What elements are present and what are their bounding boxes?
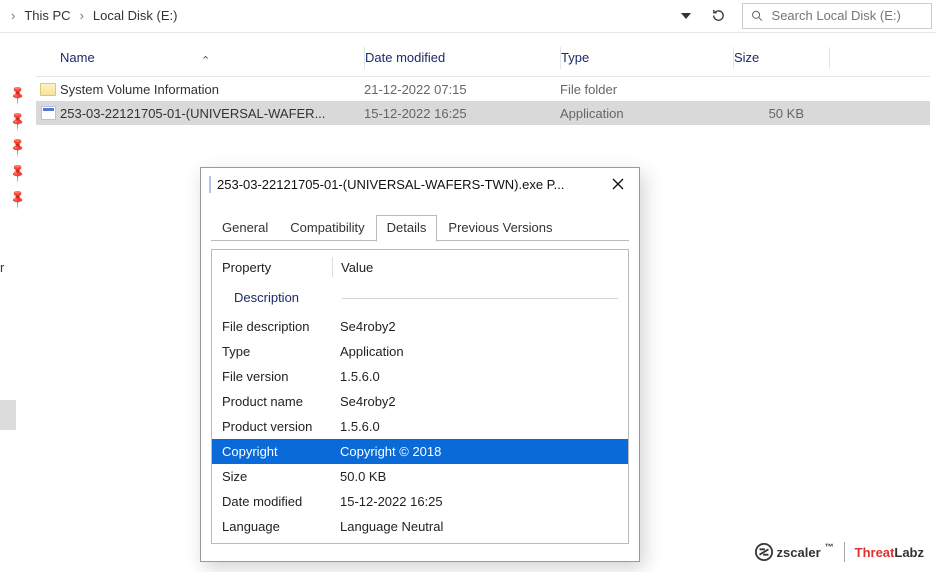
folder-icon: [36, 83, 60, 96]
property-row[interactable]: File descriptionSe4roby2: [212, 314, 628, 339]
chevron-right-icon: ›: [8, 8, 18, 23]
property-value: Language Neutral: [332, 519, 628, 534]
watermark: zscaler™ ThreatLabz: [755, 542, 924, 562]
property-key: Product version: [212, 419, 332, 434]
file-name: 253-03-22121705-01-(UNIVERSAL-WAFER...: [60, 106, 364, 121]
chevron-right-icon: ›: [77, 8, 87, 23]
file-row[interactable]: System Volume Information21-12-2022 07:1…: [36, 77, 930, 101]
tab-previous-versions[interactable]: Previous Versions: [437, 215, 563, 242]
application-icon: [36, 106, 60, 120]
property-value: 15-12-2022 16:25: [332, 494, 628, 509]
chevron-down-icon: [681, 13, 691, 19]
pin-icon[interactable]: 📌: [7, 110, 30, 133]
col-header-type[interactable]: Type: [561, 50, 733, 65]
pin-icon[interactable]: 📌: [7, 162, 30, 185]
property-row[interactable]: Product nameSe4roby2: [212, 389, 628, 414]
property-key: Language: [212, 519, 332, 534]
breadcrumb-local-disk[interactable]: Local Disk (E:): [87, 8, 184, 23]
file-type: File folder: [560, 82, 733, 97]
property-header: Property Value: [212, 250, 628, 284]
property-key: Copyright: [212, 444, 332, 459]
property-row[interactable]: CopyrightCopyright © 2018: [212, 439, 628, 464]
zscaler-logo: zscaler™: [755, 543, 834, 561]
file-date: 15-12-2022 16:25: [364, 106, 560, 121]
cursor-glyph: r: [0, 260, 4, 275]
file-name: System Volume Information: [60, 82, 364, 97]
property-value: 1.5.6.0: [332, 369, 628, 384]
application-icon: [209, 177, 211, 192]
property-value: Copyright © 2018: [332, 444, 628, 459]
col-header-property[interactable]: Property: [212, 260, 332, 275]
property-value: 1.5.6.0: [332, 419, 628, 434]
col-header-name[interactable]: Name ⌃: [36, 50, 364, 65]
breadcrumb-this-pc[interactable]: This PC: [18, 8, 76, 23]
property-row[interactable]: Product version1.5.6.0: [212, 414, 628, 439]
search-icon: [751, 9, 764, 23]
dialog-titlebar[interactable]: 253-03-22121705-01-(UNIVERSAL-WAFERS-TWN…: [201, 168, 639, 200]
file-type: Application: [560, 106, 733, 121]
details-panel: Property Value Description File descript…: [211, 249, 629, 544]
file-size: 50 KB: [733, 106, 828, 121]
tab-compatibility[interactable]: Compatibility: [279, 215, 375, 242]
quick-access-rail: 📌 📌 📌 📌 📌: [0, 33, 36, 173]
property-row[interactable]: File version1.5.6.0: [212, 364, 628, 389]
pin-icon[interactable]: 📌: [7, 84, 30, 107]
property-value: Se4roby2: [332, 319, 628, 334]
property-row[interactable]: TypeApplication: [212, 339, 628, 364]
property-value: Se4roby2: [332, 394, 628, 409]
property-key: File description: [212, 319, 332, 334]
property-key: Date modified: [212, 494, 332, 509]
sort-caret-icon: ⌃: [201, 54, 210, 67]
threatlabz-logo: ThreatLabz: [855, 544, 924, 560]
breadcrumb[interactable]: › This PC › Local Disk (E:): [4, 8, 666, 23]
close-button[interactable]: [597, 169, 639, 199]
file-date: 21-12-2022 07:15: [364, 82, 560, 97]
search-input[interactable]: [770, 7, 931, 24]
refresh-button[interactable]: [704, 4, 732, 28]
tab-details[interactable]: Details: [376, 215, 438, 242]
divider: [0, 400, 16, 430]
property-key: Type: [212, 344, 332, 359]
tabs: GeneralCompatibilityDetailsPrevious Vers…: [211, 214, 629, 241]
history-dropdown-button[interactable]: [672, 4, 700, 28]
divider: [844, 542, 845, 562]
properties-dialog: 253-03-22121705-01-(UNIVERSAL-WAFERS-TWN…: [200, 167, 640, 562]
file-row[interactable]: 253-03-22121705-01-(UNIVERSAL-WAFER...15…: [36, 101, 930, 125]
property-value: 50.0 KB: [332, 469, 628, 484]
divider: [342, 298, 618, 299]
col-header-value[interactable]: Value: [332, 257, 628, 277]
pin-icon[interactable]: 📌: [7, 136, 30, 159]
pin-icon[interactable]: 📌: [7, 188, 30, 211]
property-key: Product name: [212, 394, 332, 409]
close-icon: [612, 178, 624, 190]
file-list: Name ⌃ Date modified Type Size System Vo…: [36, 33, 936, 173]
search-input-container[interactable]: [742, 3, 932, 29]
column-headers: Name ⌃ Date modified Type Size: [36, 39, 930, 77]
property-row[interactable]: Size50.0 KB: [212, 464, 628, 489]
divider: [829, 47, 830, 69]
property-row[interactable]: Original filenameSe4roby2.exe: [212, 539, 628, 544]
property-key: Size: [212, 469, 332, 484]
property-row[interactable]: LanguageLanguage Neutral: [212, 514, 628, 539]
property-row[interactable]: Date modified15-12-2022 16:25: [212, 489, 628, 514]
refresh-icon: [711, 8, 726, 23]
tab-general[interactable]: General: [211, 215, 279, 242]
property-key: File version: [212, 369, 332, 384]
col-header-size[interactable]: Size: [734, 50, 829, 65]
col-header-date[interactable]: Date modified: [365, 50, 560, 65]
property-value: Application: [332, 344, 628, 359]
dialog-title: 253-03-22121705-01-(UNIVERSAL-WAFERS-TWN…: [217, 177, 597, 192]
zscaler-icon: [755, 543, 773, 561]
